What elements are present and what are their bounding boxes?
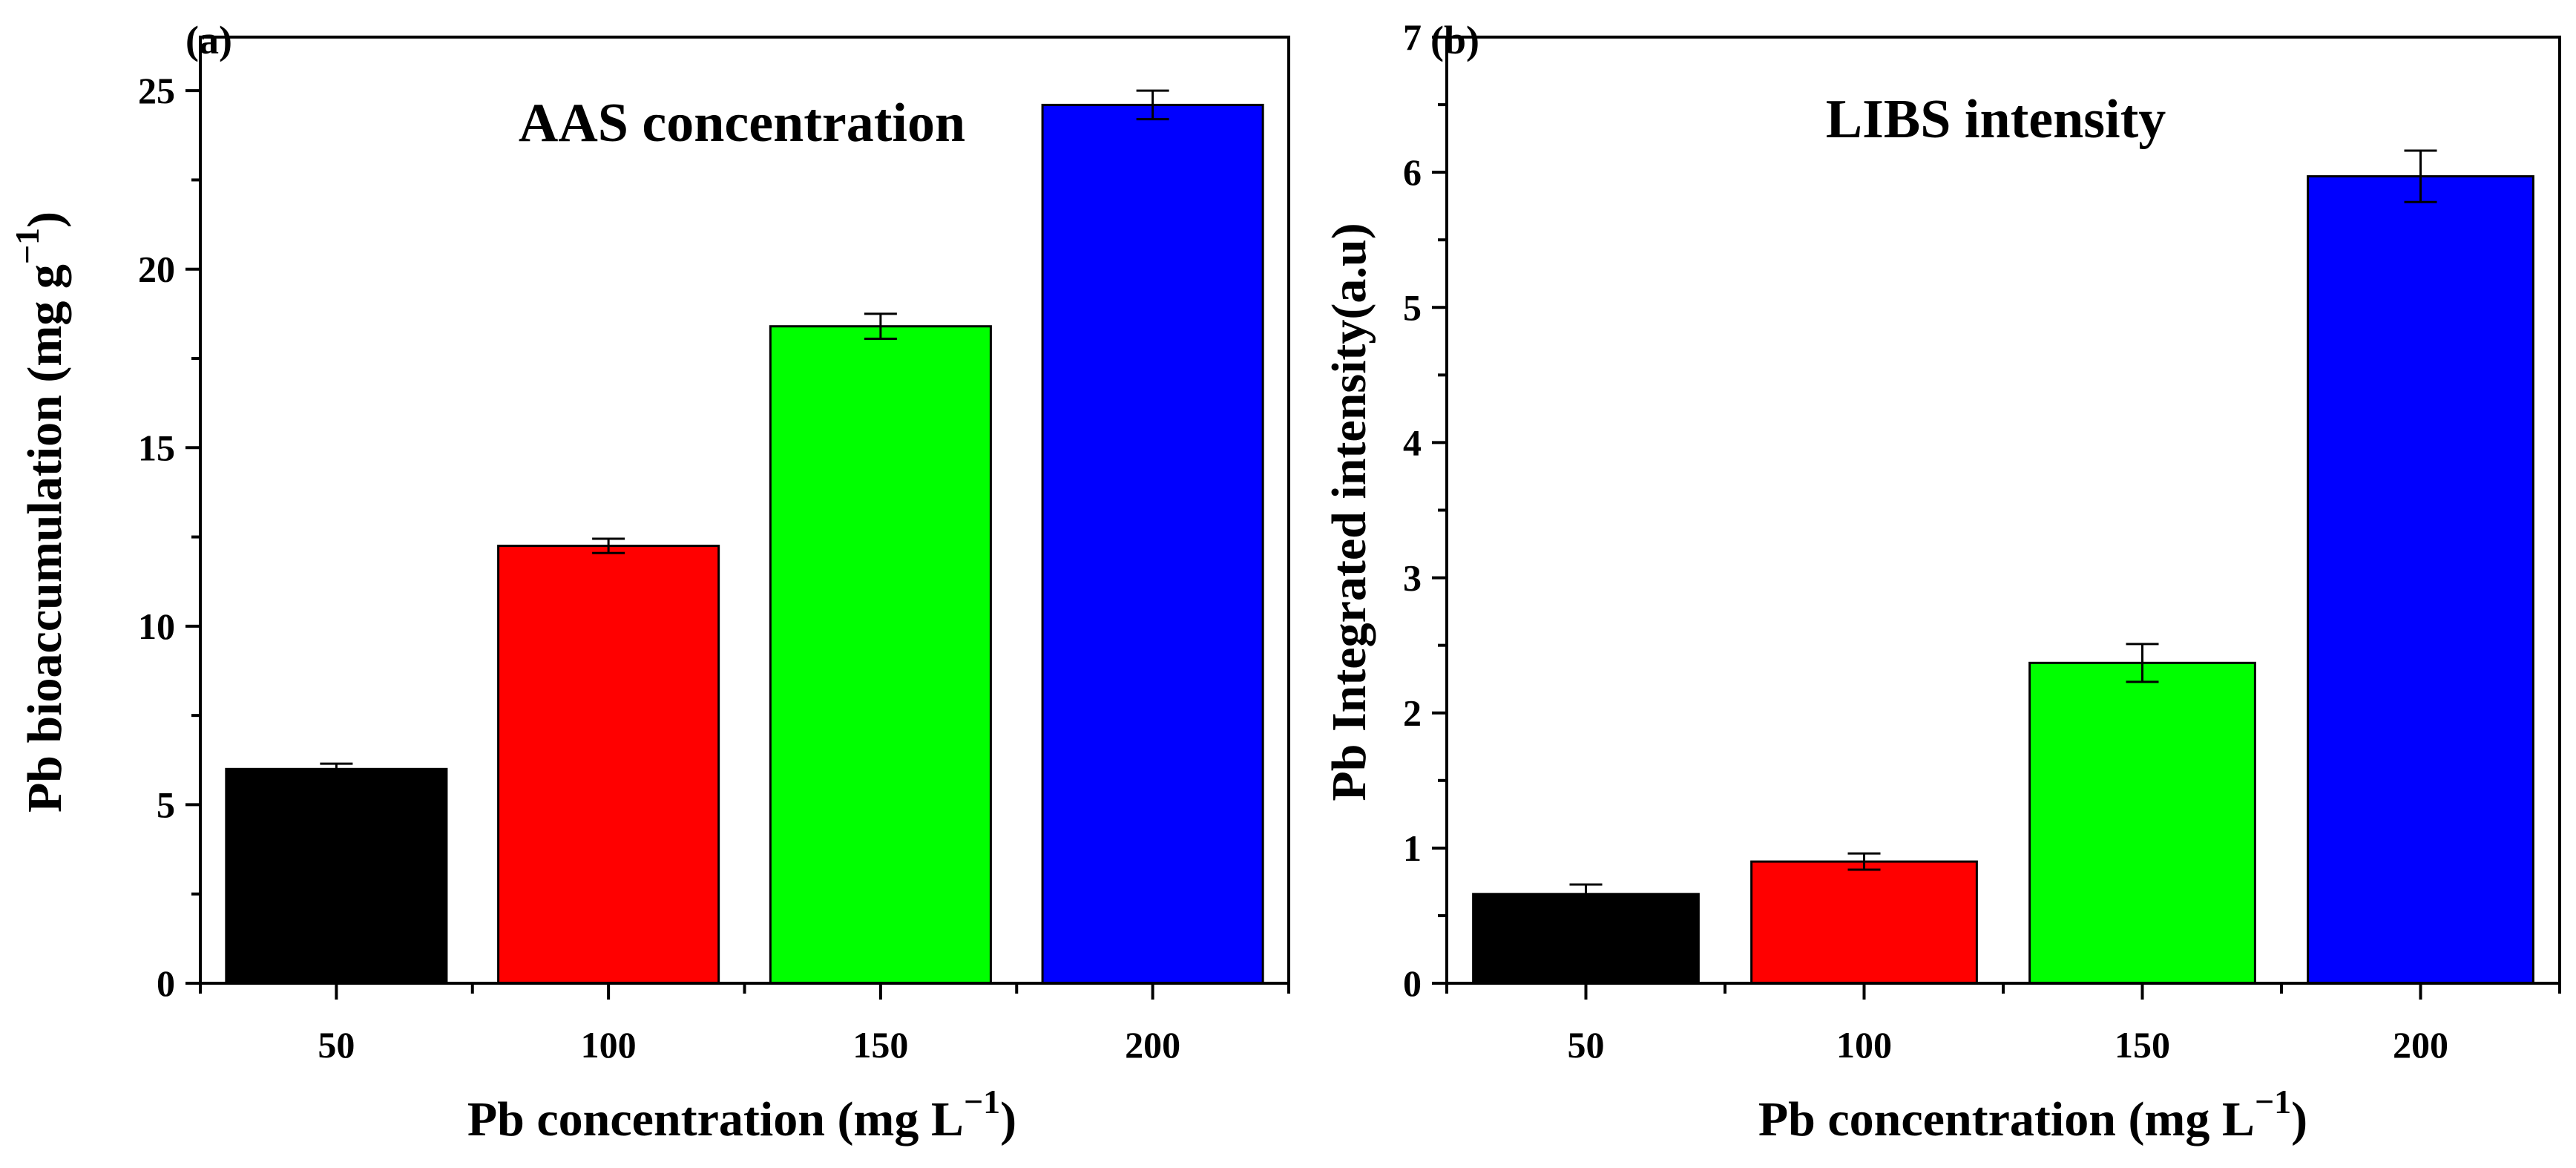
x-tick-label: 200 xyxy=(2393,1024,2448,1066)
bar-50 xyxy=(1472,893,1700,985)
bar-150 xyxy=(769,325,992,985)
bar-200 xyxy=(1041,103,1264,985)
y-tick-label: 3 xyxy=(1403,557,1422,599)
bar-100 xyxy=(497,545,720,985)
y-axis-title-text: Pb Integrated intensity(a.u) xyxy=(1322,223,1376,801)
y-tick-label: 1 xyxy=(1403,827,1422,869)
x-tick-label: 100 xyxy=(1836,1024,1892,1066)
x-axis-title-end: ) xyxy=(2291,1092,2307,1146)
x-axis-title: Pb concentration (mg L−1) xyxy=(467,1083,1016,1146)
error-bar-200 xyxy=(1136,89,1169,121)
x-axis-title-sup: −1 xyxy=(964,1083,1000,1121)
y-tick-label: 25 xyxy=(138,70,175,111)
chart-panel-1: 0 5 10 15 20 25 50 100 150 200 AAS concentration (a… xyxy=(8,18,1290,1146)
y-tick-label: 6 xyxy=(1403,151,1422,193)
error-bar-150 xyxy=(864,312,897,341)
error-bar-200 xyxy=(2404,149,2437,203)
x-axis-title-end: ) xyxy=(1000,1092,1016,1146)
bar-50 xyxy=(225,767,448,985)
error-bar-100 xyxy=(1847,852,1881,871)
y-tick-label: 10 xyxy=(138,606,175,647)
x-axis-title: Pb concentration (mg L−1) xyxy=(1758,1083,2307,1146)
y-tick-label: 0 xyxy=(157,962,175,1004)
x-tick-label: 150 xyxy=(2115,1024,2170,1066)
x-tick-label: 100 xyxy=(581,1024,637,1066)
error-bar-150 xyxy=(2126,643,2159,683)
x-axis-title-sup: −1 xyxy=(2255,1083,2291,1121)
x-tick-label: 50 xyxy=(1568,1024,1605,1066)
y-tick-label: 7 xyxy=(1403,16,1422,58)
error-bar-50 xyxy=(320,762,353,776)
y-axis-title-text: Pb bioaccumulation (mg g xyxy=(18,264,72,813)
y-axis-title: Pb bioaccumulation (mg g−1) xyxy=(8,211,72,813)
x-axis-title-text: Pb concentration (mg L xyxy=(1758,1092,2255,1146)
error-bar-50 xyxy=(1569,883,1603,905)
y-tick-label: 2 xyxy=(1403,692,1422,734)
x-tick-label: 50 xyxy=(318,1024,355,1066)
y-tick-label: 20 xyxy=(138,249,175,290)
panel-label: (b) xyxy=(1430,18,1479,62)
bar-150 xyxy=(2028,661,2256,985)
bar-100 xyxy=(1750,860,1978,985)
y-tick-label: 5 xyxy=(157,784,175,825)
error-bar-100 xyxy=(592,537,625,554)
bar-200 xyxy=(2307,175,2534,985)
chart-title: LIBS intensity xyxy=(1826,89,2166,150)
y-axis-title: Pb Integrated intensity(a.u) xyxy=(1322,223,1376,801)
y-tick-label: 5 xyxy=(1403,286,1422,328)
panel-label: (a) xyxy=(185,18,232,62)
x-axis-title-text: Pb concentration (mg L xyxy=(467,1092,964,1146)
chart-title: AAS concentration xyxy=(519,93,965,154)
y-tick-label: 0 xyxy=(1403,962,1422,1004)
x-tick-label: 200 xyxy=(1125,1024,1180,1066)
y-axis-title-end: ) xyxy=(18,211,72,228)
y-axis-title-sup: −1 xyxy=(8,228,46,264)
y-tick-label: 4 xyxy=(1403,421,1422,463)
y-tick-label: 15 xyxy=(138,427,175,468)
chart-panel-2: 0 1 2 3 4 5 6 7 50 100 150 200 LIBS intensity (b) Pb c… xyxy=(1322,16,2561,1146)
x-tick-label: 150 xyxy=(852,1024,908,1066)
